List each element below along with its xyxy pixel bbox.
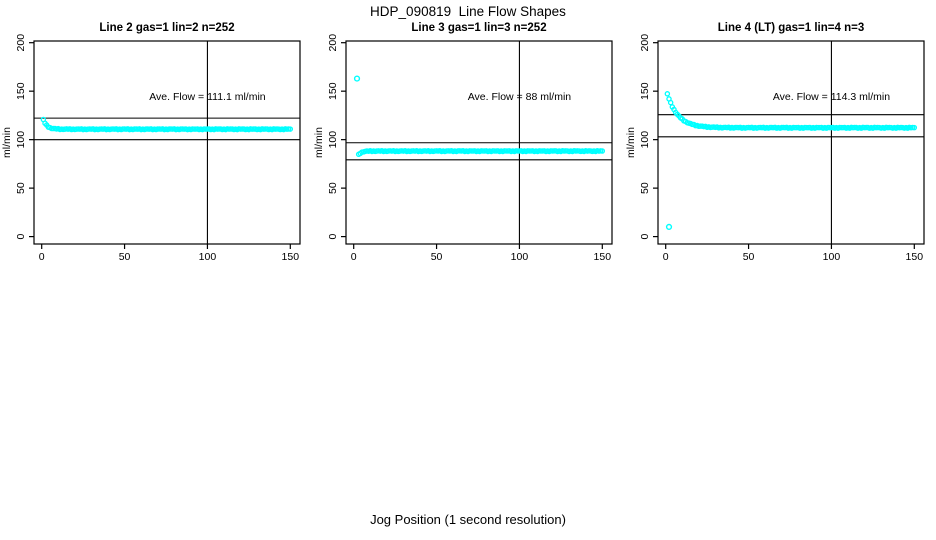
scatter-points xyxy=(664,91,918,231)
panel-svg: Line 4 (LT) gas=1 lin=4 n=3 0 50 100 150 0 50 1… xyxy=(625,22,925,263)
main-title: HDP_090819 Line Flow Shapes xyxy=(370,4,566,19)
y-tick-label: 100 xyxy=(639,131,651,149)
ave-flow-annotation: Ave. Flow = 88 ml/min xyxy=(468,91,572,103)
plot-box xyxy=(33,40,301,245)
plot-box xyxy=(657,40,925,245)
x-tick-label: 100 xyxy=(199,251,217,263)
y-axis: 0 50 100 150 200 xyxy=(15,34,34,240)
data-point xyxy=(287,126,294,132)
y-tick-label: 200 xyxy=(15,34,27,52)
y-axis-label: ml/min xyxy=(625,127,637,158)
data-point xyxy=(599,148,606,154)
scatter-points xyxy=(353,75,606,158)
x-axis: 0 50 100 150 xyxy=(39,244,299,263)
ave-flow-annotation: Ave. Flow = 114.3 ml/min xyxy=(773,91,890,103)
scatter-points xyxy=(40,116,294,133)
y-axis: 0 50 100 150 200 xyxy=(327,34,346,240)
y-tick-label: 150 xyxy=(639,82,651,100)
plot-panel: Line 3 gas=1 lin=3 n=252 0 50 100 150 0 50 100 1… xyxy=(312,0,624,272)
y-tick-label: 100 xyxy=(327,131,339,149)
x-tick-label: 50 xyxy=(119,251,131,263)
panel-title: Line 2 gas=1 lin=2 n=252 xyxy=(99,22,234,34)
panel-svg: Line 3 gas=1 lin=3 n=252 0 50 100 150 0 50 100 1… xyxy=(313,22,613,263)
y-axis-label: ml/min xyxy=(313,127,325,158)
y-tick-label: 150 xyxy=(327,82,339,100)
y-tick-label: 0 xyxy=(15,234,27,240)
panel-svg: Line 2 gas=1 lin=2 n=252 0 50 100 150 0 50 100 1… xyxy=(1,22,301,263)
y-tick-label: 150 xyxy=(15,82,27,100)
x-tick-label: 50 xyxy=(743,251,755,263)
x-tick-label: 150 xyxy=(594,251,612,263)
x-tick-label: 50 xyxy=(431,251,443,263)
y-axis-label: ml/min xyxy=(1,127,13,158)
y-tick-label: 0 xyxy=(327,234,339,240)
y-tick-label: 50 xyxy=(639,182,651,194)
y-tick-label: 200 xyxy=(639,34,651,52)
x-tick-label: 0 xyxy=(663,251,669,263)
plot-panel: Line 2 gas=1 lin=2 n=252 0 50 100 150 0 50 100 1… xyxy=(0,0,312,272)
panel-title: Line 3 gas=1 lin=3 n=252 xyxy=(411,22,546,34)
y-tick-label: 100 xyxy=(15,131,27,149)
x-tick-label: 0 xyxy=(351,251,357,263)
data-point xyxy=(664,91,671,97)
plot-panel: Line 4 (LT) gas=1 lin=4 n=3 0 50 100 150 0 50 1… xyxy=(624,0,936,272)
panel-row: Line 2 gas=1 lin=2 n=252 0 50 100 150 0 50 100 1… xyxy=(0,0,936,272)
x-tick-label: 100 xyxy=(823,251,841,263)
panel-title: Line 4 (LT) gas=1 lin=4 n=3 xyxy=(718,22,864,34)
y-axis: 0 50 100 150 200 xyxy=(639,34,658,240)
x-tick-label: 150 xyxy=(282,251,300,263)
y-tick-label: 0 xyxy=(639,234,651,240)
y-tick-label: 50 xyxy=(327,182,339,194)
x-tick-label: 0 xyxy=(39,251,45,263)
outlier-point xyxy=(353,75,361,82)
data-point xyxy=(667,99,674,106)
y-tick-label: 200 xyxy=(327,34,339,52)
outlier-point xyxy=(665,223,673,231)
x-axis: 0 50 100 150 xyxy=(663,244,923,263)
x-axis: 0 50 100 150 xyxy=(351,244,611,263)
data-point xyxy=(911,124,918,131)
ave-flow-annotation: Ave. Flow = 111.1 ml/min xyxy=(149,91,266,103)
outer-x-axis-label: Jog Position (1 second resolution) xyxy=(370,512,566,527)
x-tick-label: 100 xyxy=(511,251,529,263)
x-tick-label: 150 xyxy=(906,251,924,263)
y-tick-label: 50 xyxy=(15,182,27,194)
